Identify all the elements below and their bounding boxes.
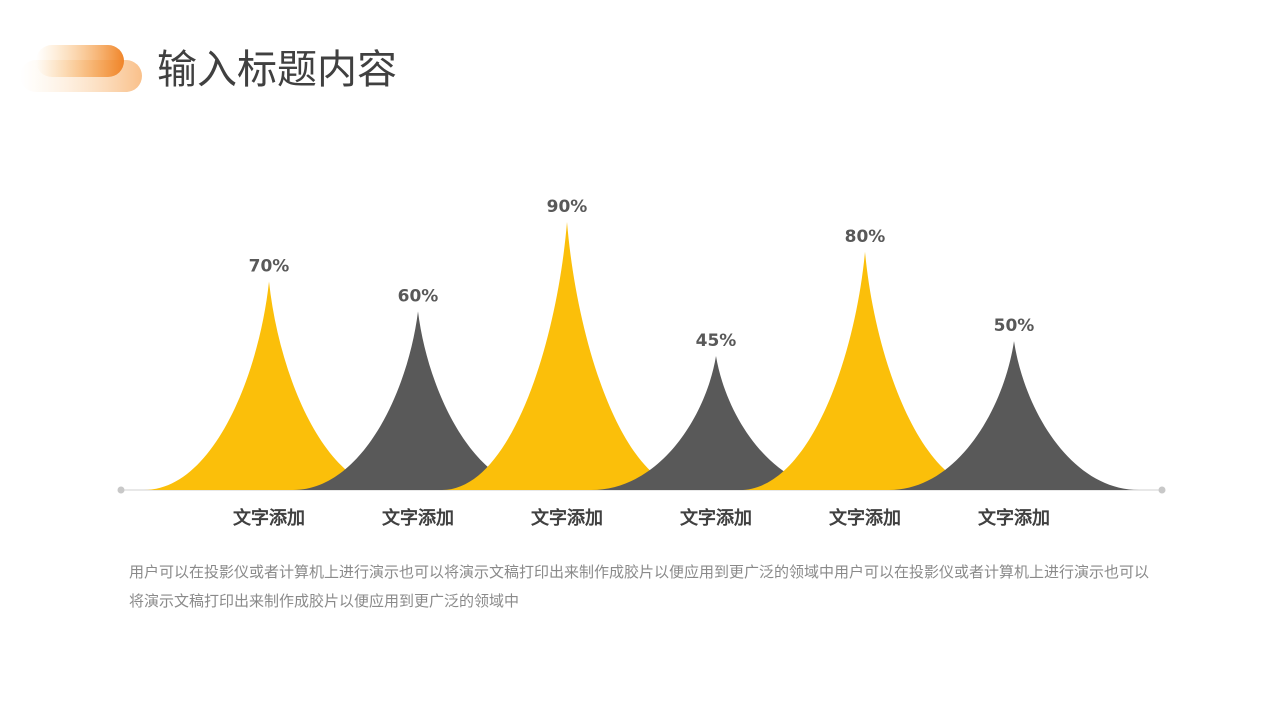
baseline-end xyxy=(1158,486,1166,494)
spike xyxy=(740,251,990,490)
category-label: 文字添加 xyxy=(829,507,901,529)
spike xyxy=(442,222,692,490)
value-label: 90% xyxy=(547,197,588,217)
value-label: 45% xyxy=(696,331,737,351)
description: 用户可以在投影仪或者计算机上进行演示也可以将演示文稿打印出来制作成胶片以便应用到… xyxy=(129,563,1150,610)
category-label: 文字添加 xyxy=(233,507,305,529)
value-label: 50% xyxy=(994,316,1035,336)
spike xyxy=(144,281,394,490)
category-label: 文字添加 xyxy=(978,507,1050,529)
baseline-end xyxy=(117,486,125,494)
spike xyxy=(591,356,841,490)
value-label: 80% xyxy=(845,227,886,247)
category-label: 文字添加 xyxy=(680,507,752,529)
title: 输入标题内容 xyxy=(157,47,397,93)
category-label: 文字添加 xyxy=(531,507,603,529)
value-label: 60% xyxy=(398,286,439,306)
category-label: 文字添加 xyxy=(382,507,454,529)
spike xyxy=(889,341,1139,490)
value-label: 70% xyxy=(249,257,290,277)
spike xyxy=(293,311,543,490)
decoration xyxy=(36,45,124,77)
